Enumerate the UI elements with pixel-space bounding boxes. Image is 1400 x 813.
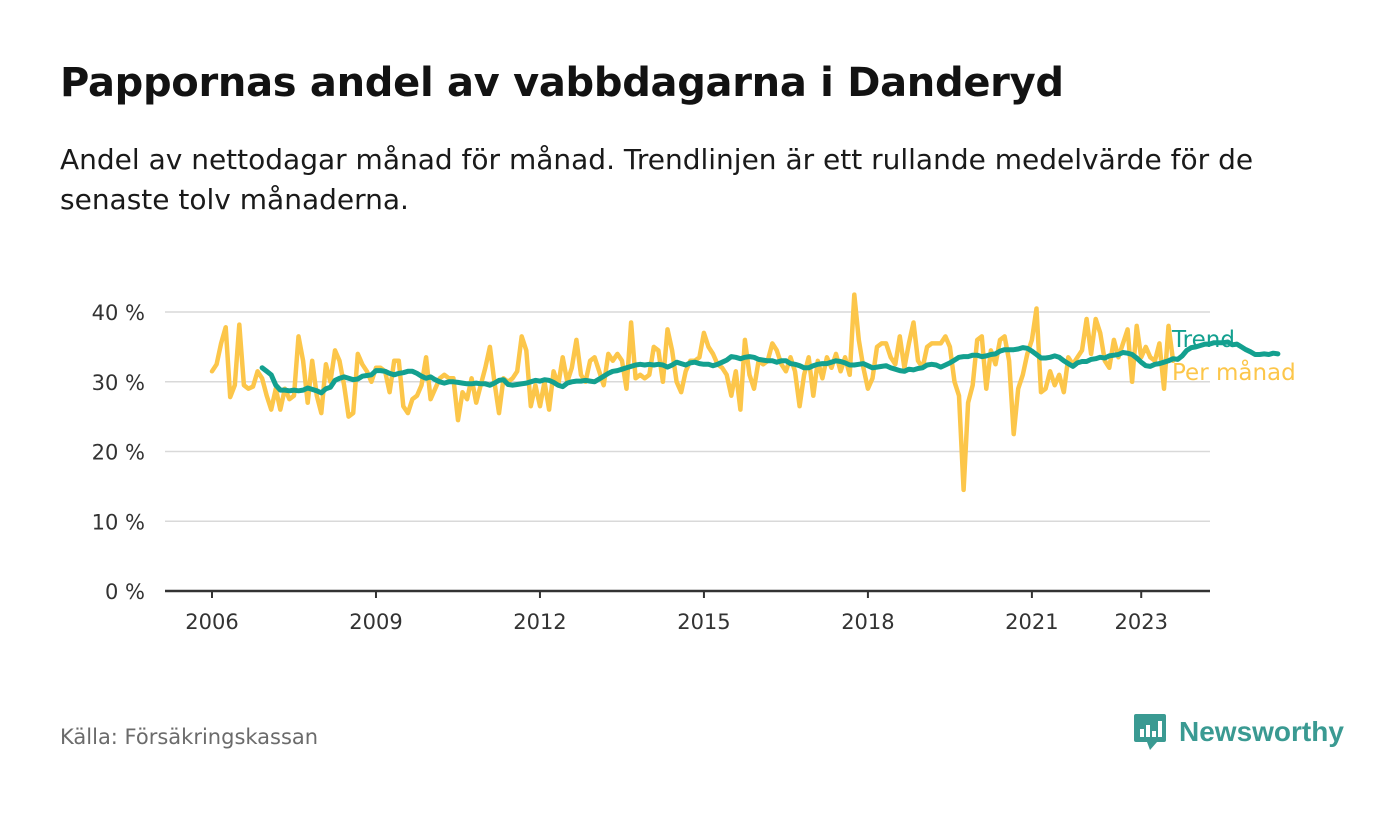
chart-title: Pappornas andel av vabbdagarna i Dandery… (60, 60, 1064, 106)
x-tick-label: 2006 (185, 610, 238, 634)
y-axis-labels: 0 % 10 % 20 % 30 % 40 % (92, 301, 145, 604)
source-note: Källa: Försäkringskassan (60, 725, 319, 749)
x-tick-label: 2009 (349, 610, 402, 634)
gridlines (165, 311, 1210, 522)
newsworthy-logo-icon (1134, 714, 1166, 750)
y-tick-label: 40 % (92, 301, 145, 325)
x-axis: 2006 2009 2012 2015 2018 2021 2023 (165, 589, 1210, 634)
series-lines (209, 292, 1281, 493)
trend-line (259, 339, 1281, 396)
y-tick-label: 10 % (92, 510, 145, 534)
y-tick-label: 20 % (92, 441, 145, 465)
series-label: Trend (1171, 327, 1235, 353)
line-chart: 0 % 10 % 20 % 30 % 40 % 2006 2009 2012 2015 2018… (92, 292, 1296, 634)
x-tick-label: 2023 (1114, 610, 1167, 634)
x-tick-label: 2012 (513, 610, 566, 634)
x-tick-label: 2018 (841, 610, 894, 634)
y-tick-label: 0 % (105, 580, 145, 604)
series-label: Per månad (1172, 358, 1296, 386)
brand-logo: Newsworthy (1133, 712, 1344, 752)
x-tick-label: 2015 (677, 610, 730, 634)
chart-subtitle: Andel av nettodagar månad för månad. Tre… (60, 143, 1254, 216)
brand-name: Newsworthy (1179, 716, 1344, 747)
monthly-line (209, 292, 1176, 493)
series-labels: Per månad Trend (1171, 327, 1296, 386)
x-tick-label: 2021 (1005, 610, 1058, 634)
y-tick-label: 30 % (92, 371, 145, 395)
